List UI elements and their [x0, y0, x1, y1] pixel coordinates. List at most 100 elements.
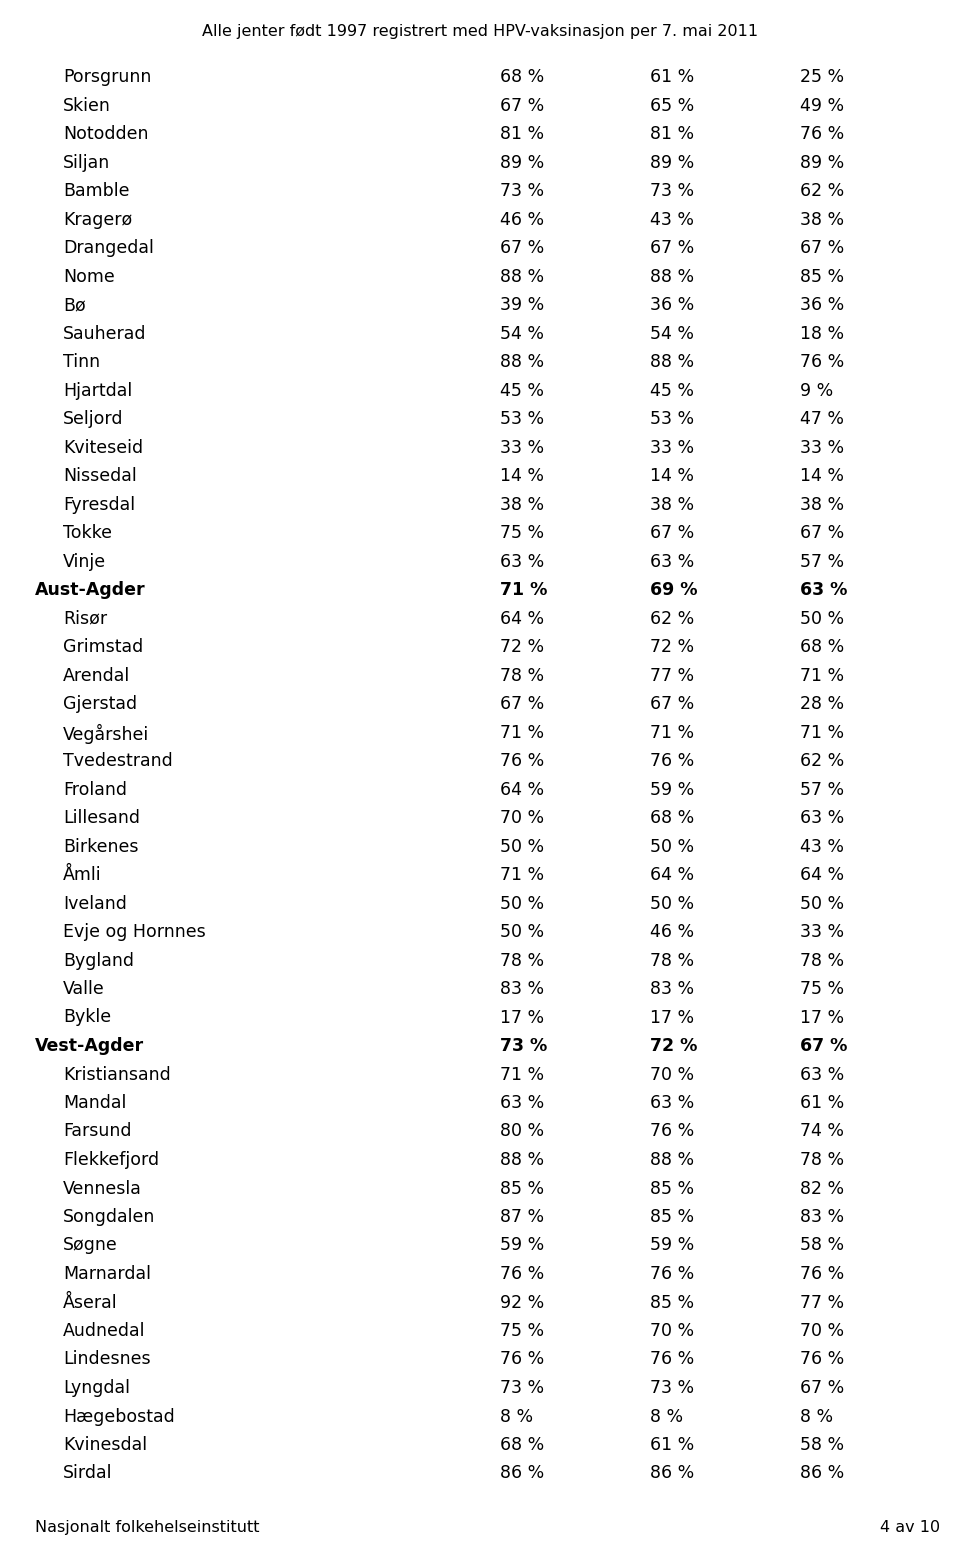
Text: 50 %: 50 % — [650, 894, 694, 912]
Text: 72 %: 72 % — [650, 1036, 697, 1055]
Text: 64 %: 64 % — [500, 609, 544, 627]
Text: Nome: Nome — [63, 268, 115, 285]
Text: 64 %: 64 % — [650, 866, 694, 884]
Text: Åmli: Åmli — [63, 866, 102, 884]
Text: 17 %: 17 % — [800, 1008, 844, 1027]
Text: Tokke: Tokke — [63, 524, 112, 542]
Text: 57 %: 57 % — [800, 553, 844, 570]
Text: 14 %: 14 % — [650, 466, 694, 485]
Text: 50 %: 50 % — [800, 609, 844, 627]
Text: Porsgrunn: Porsgrunn — [63, 68, 152, 87]
Text: Audnedal: Audnedal — [63, 1321, 146, 1340]
Text: Kvinesdal: Kvinesdal — [63, 1436, 147, 1455]
Text: Alle jenter født 1997 registrert med HPV-vaksinasjon per 7. mai 2011: Alle jenter født 1997 registrert med HPV… — [202, 23, 758, 39]
Text: 75 %: 75 % — [500, 1321, 544, 1340]
Text: Kragerø: Kragerø — [63, 211, 132, 229]
Text: 81 %: 81 % — [650, 125, 694, 143]
Text: Lyngdal: Lyngdal — [63, 1379, 130, 1397]
Text: 33 %: 33 % — [500, 438, 544, 457]
Text: 59 %: 59 % — [500, 1236, 544, 1255]
Text: 59 %: 59 % — [650, 781, 694, 798]
Text: 8 %: 8 % — [650, 1408, 684, 1425]
Text: 76 %: 76 % — [650, 1123, 694, 1140]
Text: 8 %: 8 % — [500, 1408, 533, 1425]
Text: 8 %: 8 % — [800, 1408, 833, 1425]
Text: Birkenes: Birkenes — [63, 838, 138, 855]
Text: 85 %: 85 % — [650, 1179, 694, 1197]
Text: 71 %: 71 % — [800, 723, 844, 742]
Text: Farsund: Farsund — [63, 1123, 132, 1140]
Text: 17 %: 17 % — [650, 1008, 694, 1027]
Text: 76 %: 76 % — [650, 751, 694, 770]
Text: 53 %: 53 % — [500, 410, 544, 428]
Text: Sirdal: Sirdal — [63, 1464, 112, 1482]
Text: 67 %: 67 % — [800, 1379, 844, 1397]
Text: Risør: Risør — [63, 609, 108, 627]
Text: 78 %: 78 % — [800, 951, 844, 970]
Text: 62 %: 62 % — [800, 751, 844, 770]
Text: 69 %: 69 % — [650, 581, 698, 599]
Text: 83 %: 83 % — [500, 981, 544, 998]
Text: Fyresdal: Fyresdal — [63, 496, 135, 514]
Text: 17 %: 17 % — [500, 1008, 544, 1027]
Text: 86 %: 86 % — [650, 1464, 694, 1482]
Text: 45 %: 45 % — [650, 381, 694, 400]
Text: 89 %: 89 % — [500, 153, 544, 172]
Text: 85 %: 85 % — [800, 268, 844, 285]
Text: 63 %: 63 % — [800, 581, 848, 599]
Text: 71 %: 71 % — [500, 723, 544, 742]
Text: 70 %: 70 % — [650, 1066, 694, 1083]
Text: 67 %: 67 % — [500, 239, 544, 257]
Text: Bygland: Bygland — [63, 951, 134, 970]
Text: Kristiansand: Kristiansand — [63, 1066, 171, 1083]
Text: 45 %: 45 % — [500, 381, 544, 400]
Text: 71 %: 71 % — [500, 866, 544, 884]
Text: 76 %: 76 % — [500, 1351, 544, 1368]
Text: 61 %: 61 % — [800, 1094, 844, 1112]
Text: 88 %: 88 % — [650, 353, 694, 372]
Text: Mandal: Mandal — [63, 1094, 127, 1112]
Text: 85 %: 85 % — [650, 1208, 694, 1225]
Text: 67 %: 67 % — [650, 524, 694, 542]
Text: 88 %: 88 % — [500, 353, 544, 372]
Text: 83 %: 83 % — [650, 981, 694, 998]
Text: 63 %: 63 % — [500, 553, 544, 570]
Text: 72 %: 72 % — [650, 638, 694, 655]
Text: Arendal: Arendal — [63, 666, 131, 685]
Text: 75 %: 75 % — [800, 981, 844, 998]
Text: 4 av 10: 4 av 10 — [880, 1520, 940, 1535]
Text: 28 %: 28 % — [800, 696, 844, 713]
Text: 81 %: 81 % — [500, 125, 544, 143]
Text: 67 %: 67 % — [800, 524, 844, 542]
Text: 76 %: 76 % — [800, 1266, 844, 1283]
Text: 25 %: 25 % — [800, 68, 844, 87]
Text: 68 %: 68 % — [500, 68, 544, 87]
Text: 63 %: 63 % — [650, 1094, 694, 1112]
Text: 39 %: 39 % — [500, 296, 544, 314]
Text: Bø: Bø — [63, 296, 85, 314]
Text: 70 %: 70 % — [800, 1321, 844, 1340]
Text: Sauherad: Sauherad — [63, 324, 147, 342]
Text: 14 %: 14 % — [500, 466, 544, 485]
Text: 76 %: 76 % — [650, 1266, 694, 1283]
Text: 73 %: 73 % — [500, 1036, 547, 1055]
Text: Skien: Skien — [63, 96, 110, 115]
Text: 73 %: 73 % — [650, 1379, 694, 1397]
Text: 76 %: 76 % — [650, 1351, 694, 1368]
Text: 86 %: 86 % — [800, 1464, 844, 1482]
Text: 76 %: 76 % — [500, 1266, 544, 1283]
Text: 57 %: 57 % — [800, 781, 844, 798]
Text: Evje og Hornnes: Evje og Hornnes — [63, 923, 205, 940]
Text: 59 %: 59 % — [650, 1236, 694, 1255]
Text: 63 %: 63 % — [500, 1094, 544, 1112]
Text: 88 %: 88 % — [500, 1151, 544, 1169]
Text: 87 %: 87 % — [500, 1208, 544, 1225]
Text: 70 %: 70 % — [650, 1321, 694, 1340]
Text: 67 %: 67 % — [650, 239, 694, 257]
Text: 38 %: 38 % — [800, 211, 844, 229]
Text: Hjartdal: Hjartdal — [63, 381, 132, 400]
Text: Vegårshei: Vegårshei — [63, 723, 149, 744]
Text: 9 %: 9 % — [800, 381, 833, 400]
Text: 49 %: 49 % — [800, 96, 844, 115]
Text: 67 %: 67 % — [500, 696, 544, 713]
